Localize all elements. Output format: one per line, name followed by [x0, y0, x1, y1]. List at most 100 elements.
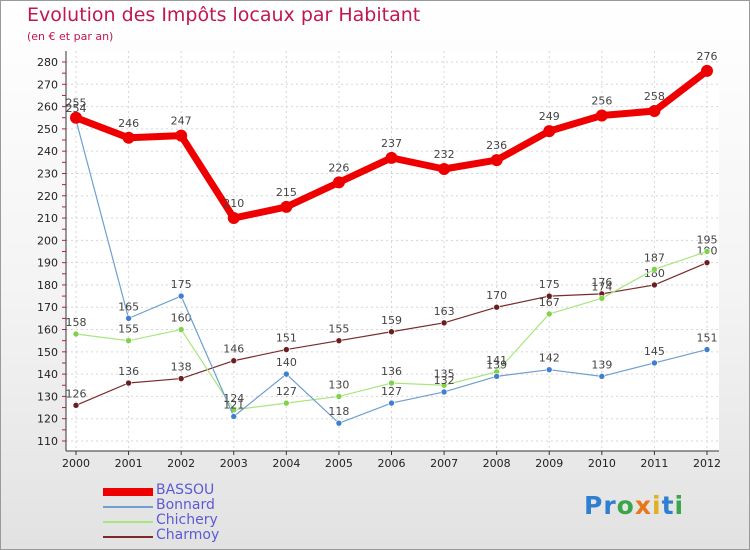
data-label-chichery: 167 — [539, 296, 560, 309]
data-label-bonnard: 175 — [171, 278, 192, 291]
data-label-bonnard: 140 — [276, 356, 297, 369]
logo-letter: i — [674, 491, 685, 520]
series-charmoy: 126136138146151155159163170175176180190 — [66, 245, 718, 409]
logo-letter: P — [584, 491, 604, 520]
y-tick-label: 170 — [37, 301, 58, 314]
data-point-bassou — [227, 212, 240, 225]
legend-swatch-bassou — [103, 488, 153, 496]
data-point-bassou — [175, 129, 188, 142]
data-label-charmoy: 175 — [539, 278, 560, 291]
y-tick-label: 260 — [37, 101, 58, 114]
data-point-charmoy — [72, 402, 80, 409]
y-tick-label: 120 — [37, 413, 58, 426]
data-label-charmoy: 126 — [66, 387, 87, 400]
data-label-bonnard: 151 — [697, 332, 718, 345]
y-tick-label: 230 — [37, 167, 58, 180]
data-point-bonnard — [230, 413, 238, 420]
data-label-bonnard: 165 — [118, 300, 139, 313]
x-tick-label: 2000 — [62, 457, 90, 470]
data-point-chichery — [703, 248, 711, 255]
y-tick-label: 200 — [37, 234, 58, 247]
data-label-chichery: 158 — [66, 316, 87, 329]
data-label-bonnard: 142 — [539, 352, 560, 365]
data-label-bassou: 258 — [644, 90, 665, 103]
legend-label-charmoy: Charmoy — [156, 527, 220, 543]
legend-swatch-charmoy — [103, 536, 153, 538]
data-label-chichery: 130 — [328, 378, 349, 391]
data-point-bonnard — [125, 315, 132, 322]
data-point-charmoy — [545, 292, 553, 300]
data-point-bassou — [280, 200, 293, 213]
x-tick-label: 2002 — [167, 457, 195, 470]
y-tick-label: 160 — [37, 324, 58, 337]
x-tick-label: 2007 — [430, 457, 458, 470]
data-label-chichery: 135 — [434, 367, 455, 380]
x-tick-label: 2006 — [378, 457, 406, 470]
legend-swatch-bonnard — [103, 506, 153, 508]
data-label-charmoy: 176 — [591, 276, 612, 289]
data-label-charmoy: 170 — [486, 289, 507, 302]
data-label-charmoy: 151 — [276, 332, 297, 345]
data-point-charmoy — [703, 259, 711, 266]
data-point-bonnard — [335, 419, 343, 427]
series-chichery: 158 155 160 124 127 130 136 135 141 167 174 187 195 — [66, 234, 718, 414]
y-tick-label: 240 — [37, 145, 58, 158]
data-point-charmoy — [651, 281, 658, 289]
data-label-bonnard: 139 — [486, 358, 507, 371]
x-tick-label: 2009 — [535, 457, 563, 470]
data-point-bonnard — [493, 373, 500, 380]
data-label-chichery: 141 — [486, 354, 507, 367]
y-tick-label: 210 — [37, 212, 58, 225]
data-label-bassou: 210 — [223, 197, 244, 210]
y-tick-label: 190 — [37, 257, 58, 270]
data-label-charmoy: 146 — [223, 343, 244, 356]
logo-letter: x — [634, 491, 652, 520]
data-point-chichery — [651, 266, 658, 273]
logo-letter: t — [661, 491, 675, 520]
x-tick-label: 2012 — [693, 457, 721, 470]
data-label-charmoy: 159 — [381, 314, 402, 327]
data-label-bonnard: 118 — [328, 405, 349, 418]
y-tick-label: 140 — [37, 368, 58, 381]
data-point-bonnard — [388, 399, 395, 407]
data-label-charmoy: 155 — [328, 323, 349, 336]
data-point-charmoy — [125, 379, 132, 387]
data-label-chichery: 124 — [223, 392, 244, 405]
legend-label-chichery: Chichery — [156, 512, 218, 528]
data-label-bonnard: 145 — [644, 345, 665, 358]
data-point-bassou — [122, 131, 135, 144]
chart-title: Evolution des Impôts locaux par Habitant — [27, 4, 421, 26]
data-point-charmoy — [388, 328, 395, 336]
y-tick-label: 280 — [37, 56, 58, 69]
data-label-bassou: 247 — [171, 115, 192, 128]
chart-subtitle: (en € et par an) — [27, 30, 114, 43]
y-tick-label: 110 — [37, 435, 58, 448]
data-label-bassou: 226 — [328, 161, 349, 174]
logo-letter: r — [603, 491, 617, 520]
data-point-bonnard — [598, 373, 606, 380]
data-label-bassou: 246 — [118, 117, 139, 130]
data-point-bonnard — [545, 366, 553, 373]
data-point-bassou — [648, 105, 661, 118]
data-point-chichery — [177, 326, 185, 333]
data-point-bonnard — [703, 346, 711, 353]
data-point-charmoy — [230, 357, 238, 365]
data-label-chichery: 160 — [171, 312, 192, 325]
x-tick-label: 2001 — [115, 457, 143, 470]
data-point-chichery — [598, 295, 606, 302]
data-label-bonnard: 127 — [381, 385, 402, 398]
data-point-bassou — [385, 151, 398, 164]
data-label-bonnard: 254 — [66, 102, 87, 115]
data-label-chichery: 155 — [118, 323, 139, 336]
legend-swatch-chichery — [103, 521, 153, 523]
data-point-chichery — [125, 337, 132, 344]
data-label-bassou: 215 — [276, 186, 297, 199]
data-point-bonnard — [283, 370, 290, 378]
data-label-bonnard: 121 — [223, 398, 244, 411]
data-point-bassou — [701, 64, 713, 77]
x-tick-label: 2010 — [588, 457, 616, 470]
data-point-chichery — [72, 330, 80, 338]
data-point-bassou — [438, 163, 451, 176]
